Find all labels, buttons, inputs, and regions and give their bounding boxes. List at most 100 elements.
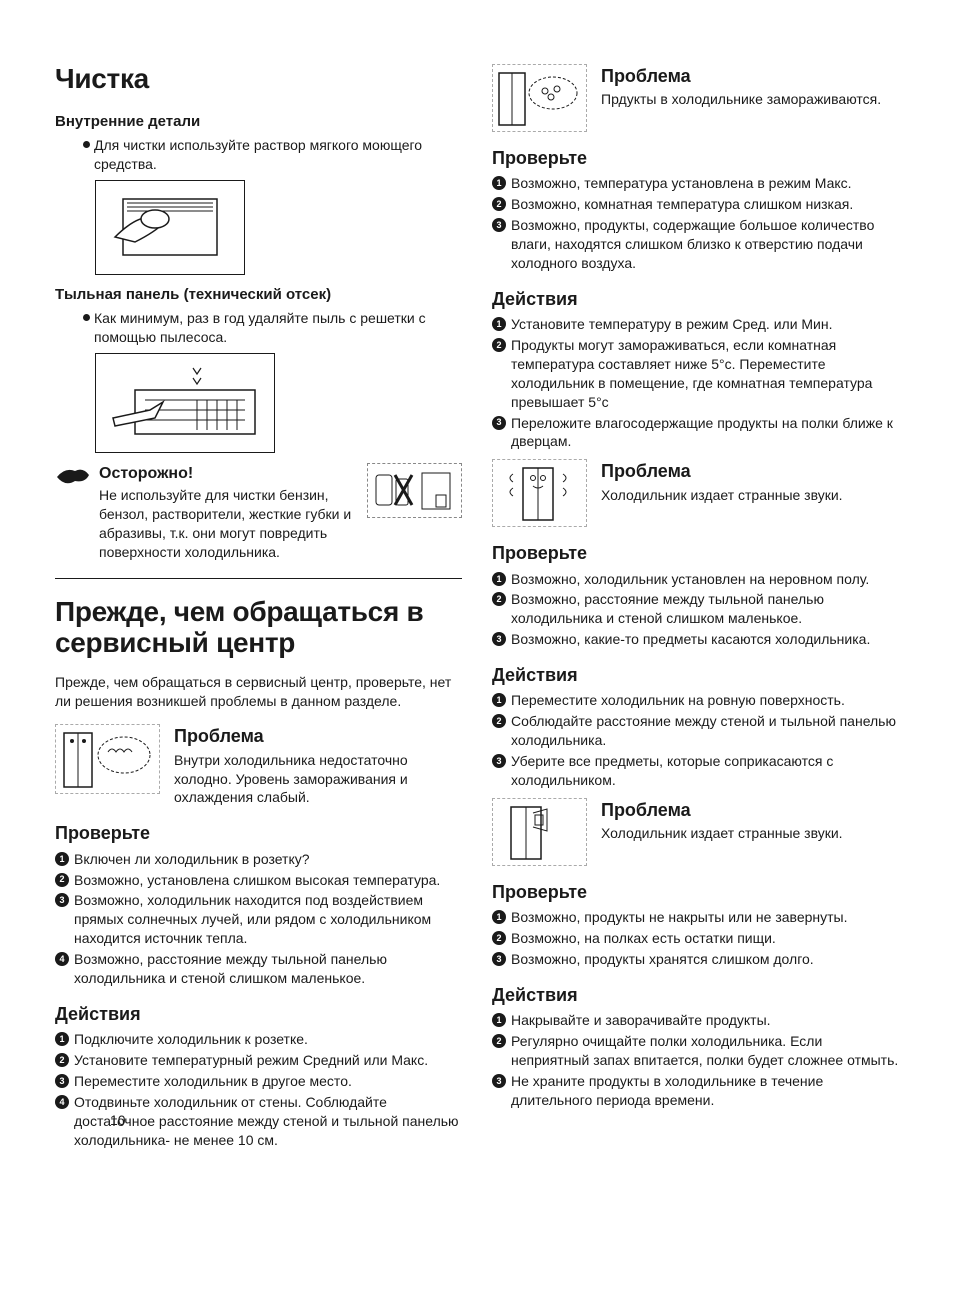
list-item-text: Возможно, температура установлена в режи… bbox=[511, 174, 899, 193]
list-item-text: Возможно, на полках есть остатки пищи. bbox=[511, 929, 899, 948]
list-item: 3Возможно, какие-то предметы касаются хо… bbox=[492, 630, 899, 649]
number-badge-icon: 1 bbox=[492, 317, 506, 331]
problem-block: Проблема Прдукты в холодильнике заморажи… bbox=[492, 64, 899, 132]
list-item-text: Переместите холодильник на ровную поверх… bbox=[511, 691, 899, 710]
caution-title: Осторожно! bbox=[99, 463, 359, 485]
actions-heading: Действия bbox=[492, 983, 899, 1007]
problem-block: Проблема Внутри холодильника недостаточн… bbox=[55, 724, 462, 807]
problem-heading: Проблема bbox=[601, 459, 899, 483]
number-badge-icon: 1 bbox=[492, 693, 506, 707]
check-list: 1Возможно, продукты не накрыты или не за… bbox=[492, 908, 899, 969]
list-item-text: Возможно, продукты не накрыты или не зав… bbox=[511, 908, 899, 927]
check-heading: Проверьте bbox=[55, 821, 462, 845]
list-item: 3Возможно, холодильник находится под воз… bbox=[55, 891, 462, 948]
list-item-text: Установите температуру в режим Сред. или… bbox=[511, 315, 899, 334]
check-heading: Проверьте bbox=[492, 541, 899, 565]
list-item: 1 Подключите холодильник к розетке. bbox=[55, 1030, 462, 1049]
list-item-text: Возможно, установлена слишком высокая те… bbox=[74, 871, 462, 890]
problem-heading: Проблема bbox=[601, 64, 899, 88]
check-heading: Проверьте bbox=[492, 146, 899, 170]
number-badge-icon: 2 bbox=[55, 873, 69, 887]
list-item: 1 Установите температуру в режим Сред. ил… bbox=[492, 315, 899, 334]
list-item: 3Возможно, продукты, содержащие большое … bbox=[492, 216, 899, 273]
bullet-item: Для чистки используйте раствор мягкого м… bbox=[83, 136, 462, 174]
number-badge-icon: 1 bbox=[55, 1032, 69, 1046]
list-item: 3Уберите все предметы, которые соприкаса… bbox=[492, 752, 899, 790]
actions-list: 1 Переместите холодильник на ровную повер… bbox=[492, 691, 899, 789]
list-item-text: Возможно, холодильник находится под возд… bbox=[74, 891, 462, 948]
number-badge-icon: 2 bbox=[492, 338, 506, 352]
list-item: 1 Возможно, температура установлена в реж… bbox=[492, 174, 899, 193]
illustration-problem-smell bbox=[492, 798, 587, 866]
actions-heading: Действия bbox=[492, 287, 899, 311]
service-intro: Прежде, чем обращаться в сервисный центр… bbox=[55, 673, 462, 711]
caution-body: Осторожно! Не используйте для чистки бен… bbox=[99, 463, 462, 562]
list-item: 1 Включен ли холодильник в розетку? bbox=[55, 850, 462, 869]
bullet-dot-icon bbox=[83, 141, 90, 148]
actions-heading: Действия bbox=[492, 663, 899, 687]
number-badge-icon: 2 bbox=[492, 714, 506, 728]
list-item-text: Соблюдайте расстояние между стеной и тыл… bbox=[511, 712, 899, 750]
actions-list: 1 Установите температуру в режим Сред. ил… bbox=[492, 315, 899, 451]
number-badge-icon: 1 bbox=[492, 176, 506, 190]
number-badge-icon: 3 bbox=[55, 1074, 69, 1088]
list-item: 2 Соблюдайте расстояние между стеной и ты… bbox=[492, 712, 899, 750]
number-badge-icon: 2 bbox=[492, 1034, 506, 1048]
problem-text-wrap: Проблема Холодильник издает странные зву… bbox=[601, 798, 899, 866]
check-list: 1 Включен ли холодильник в розетку? 2 Возмо… bbox=[55, 850, 462, 988]
illustration-cleaning-interior bbox=[95, 180, 245, 275]
caution-text: Не используйте для чистки бензин, бензол… bbox=[99, 486, 359, 562]
list-item: 3 Переложите влагосодержащие продукты на … bbox=[492, 414, 899, 452]
list-item: 4 Возможно, расстояние между тыльной пане… bbox=[55, 950, 462, 988]
problem-heading: Проблема bbox=[601, 798, 899, 822]
number-badge-icon: 3 bbox=[492, 632, 506, 646]
problem-block: Проблема Холодильник издает странные зву… bbox=[492, 459, 899, 527]
list-item-text: Накрывайте и заворачивайте продукты. bbox=[511, 1011, 899, 1030]
list-item: 3Возможно, продукты хранятся слишком дол… bbox=[492, 950, 899, 969]
problem-description: Прдукты в холодильнике замораживаются. bbox=[601, 90, 899, 109]
list-item: 3Не храните продукты в холодильнике в те… bbox=[492, 1072, 899, 1110]
list-item: 2Регулярно очищайте полки холодильника. … bbox=[492, 1032, 899, 1070]
list-item-text: Возможно, расстояние между тыльной панел… bbox=[74, 950, 462, 988]
list-item-text: Подключите холодильник к розетке. bbox=[74, 1030, 462, 1049]
list-item: 3 Переместите холодильник в другое место. bbox=[55, 1072, 462, 1091]
subheading-internal-parts: Внутренние детали bbox=[55, 112, 462, 132]
problem-description: Внутри холодильника недостаточно холодно… bbox=[174, 751, 462, 808]
number-badge-icon: 4 bbox=[55, 952, 69, 966]
number-badge-icon: 2 bbox=[492, 197, 506, 211]
number-badge-icon: 1 bbox=[492, 1013, 506, 1027]
bullet-text: Для чистки используйте раствор мягкого м… bbox=[94, 136, 462, 174]
list-item-text: Уберите все предметы, которые соприкасаю… bbox=[511, 752, 899, 790]
heading-cleaning: Чистка bbox=[55, 60, 462, 98]
list-item-text: Возможно, продукты, содержащие большое к… bbox=[511, 216, 899, 273]
problem-description: Холодильник издает странные звуки. bbox=[601, 486, 899, 505]
illustration-problem-freezing bbox=[492, 64, 587, 132]
list-item: 2 Возможно, комнатная температура слишком… bbox=[492, 195, 899, 214]
check-list: 1Возможно, холодильник установлен на нер… bbox=[492, 570, 899, 650]
list-item-text: Возможно, комнатная температура слишком … bbox=[511, 195, 899, 214]
number-badge-icon: 3 bbox=[492, 416, 506, 430]
problem-text-wrap: Проблема Внутри холодильника недостаточн… bbox=[174, 724, 462, 807]
illustration-no-chemicals bbox=[367, 463, 462, 518]
list-item-text: Переместите холодильник в другое место. bbox=[74, 1072, 462, 1091]
list-item: 2Установите температурный режим Средний … bbox=[55, 1051, 462, 1070]
check-heading: Проверьте bbox=[492, 880, 899, 904]
number-badge-icon: 3 bbox=[492, 1074, 506, 1088]
list-item-text: Переложите влагосодержащие продукты на п… bbox=[511, 414, 899, 452]
heading-before-service: Прежде, чем обращаться в сервисный центр bbox=[55, 597, 462, 659]
caution-text-wrap: Осторожно! Не используйте для чистки бен… bbox=[99, 463, 359, 562]
actions-list: 1 Накрывайте и заворачивайте продукты. 2Ре… bbox=[492, 1011, 899, 1109]
list-item: 2 Возможно, установлена слишком высокая т… bbox=[55, 871, 462, 890]
number-badge-icon: 2 bbox=[492, 592, 506, 606]
number-badge-icon: 3 bbox=[492, 952, 506, 966]
caution-block: Осторожно! Не используйте для чистки бен… bbox=[55, 463, 462, 579]
number-badge-icon: 1 bbox=[55, 852, 69, 866]
list-item-text: Возможно, расстояние между тыльной панел… bbox=[511, 590, 899, 628]
actions-heading: Действия bbox=[55, 1002, 462, 1026]
list-item-text: Включен ли холодильник в розетку? bbox=[74, 850, 462, 869]
list-item-text: Отодвиньте холодильник от стены. Соблюда… bbox=[74, 1093, 462, 1150]
list-item-text: Продукты могут замораживаться, если комн… bbox=[511, 336, 899, 412]
left-column: Чистка Внутренние детали Для чистки испо… bbox=[55, 60, 462, 1158]
problem-text-wrap: Проблема Холодильник издает странные зву… bbox=[601, 459, 899, 527]
illustration-problem-noise bbox=[492, 459, 587, 527]
